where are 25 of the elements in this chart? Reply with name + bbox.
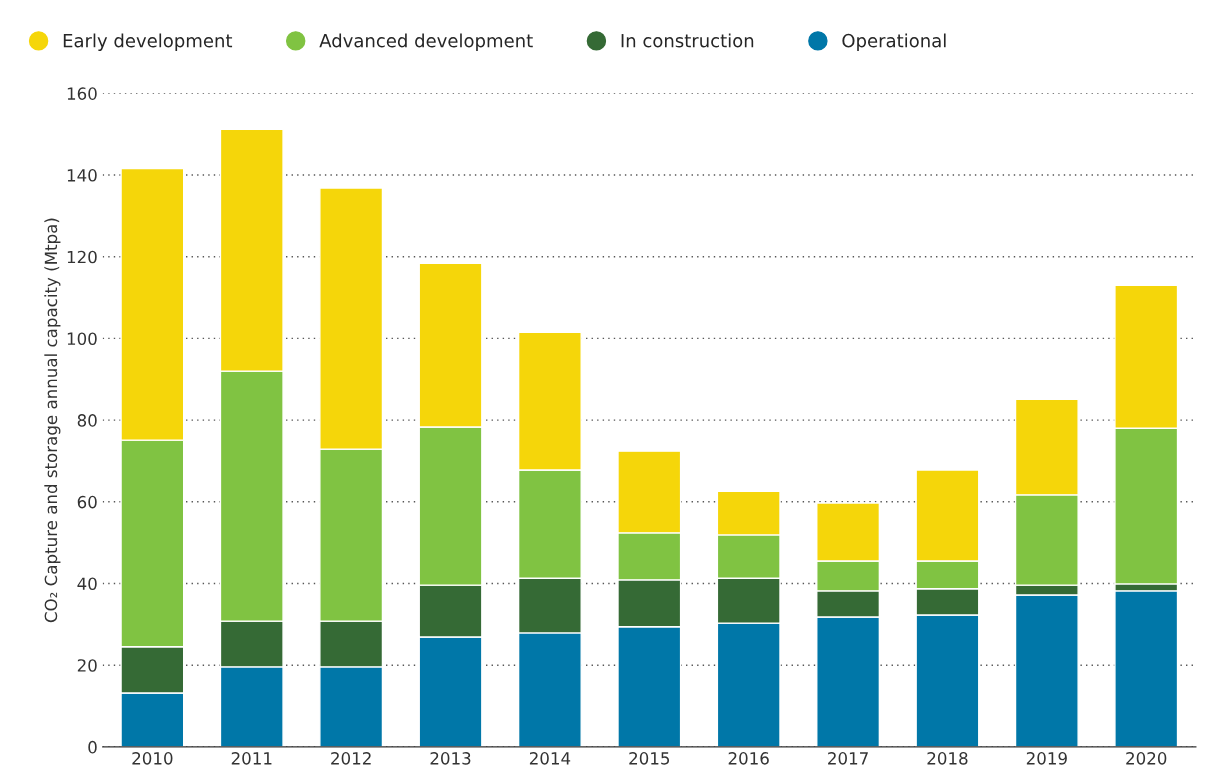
y-tick-label: 160 (67, 87, 97, 100)
y-tick-label: 20 (77, 659, 97, 672)
x-tick-label: 2019 (1026, 752, 1067, 765)
legend-label: In construction (621, 33, 754, 48)
y-tick-label: 100 (67, 332, 97, 345)
x-tick-label: 2013 (430, 752, 471, 765)
y-tick-label: 40 (77, 577, 97, 591)
x-tick-label: 2016 (728, 752, 769, 765)
y-tick-label: 60 (77, 495, 97, 509)
y-tick-label: 120 (67, 250, 97, 264)
y-axis-title: CO₂ Capture and storage annual capacity (Mtpa) (44, 218, 61, 623)
y-tick-label: 0 (88, 740, 97, 754)
x-tick-label: 2010 (132, 752, 173, 765)
x-tick-label: 2018 (927, 752, 968, 765)
x-tick-label: 2011 (231, 752, 272, 765)
x-tick-label: 2015 (629, 752, 670, 765)
x-tick-label: 2012 (331, 752, 371, 765)
x-tick-label: 2017 (828, 752, 868, 765)
legend-label: Advanced development (319, 33, 533, 51)
x-tick-label: 2020 (1126, 752, 1167, 765)
legend-label: Operational (842, 33, 946, 51)
y-tick-label: 140 (67, 169, 97, 182)
y-tick-label: 80 (77, 414, 97, 427)
legend-label: Early development (63, 33, 233, 51)
x-tick-label: 2014 (529, 752, 571, 765)
